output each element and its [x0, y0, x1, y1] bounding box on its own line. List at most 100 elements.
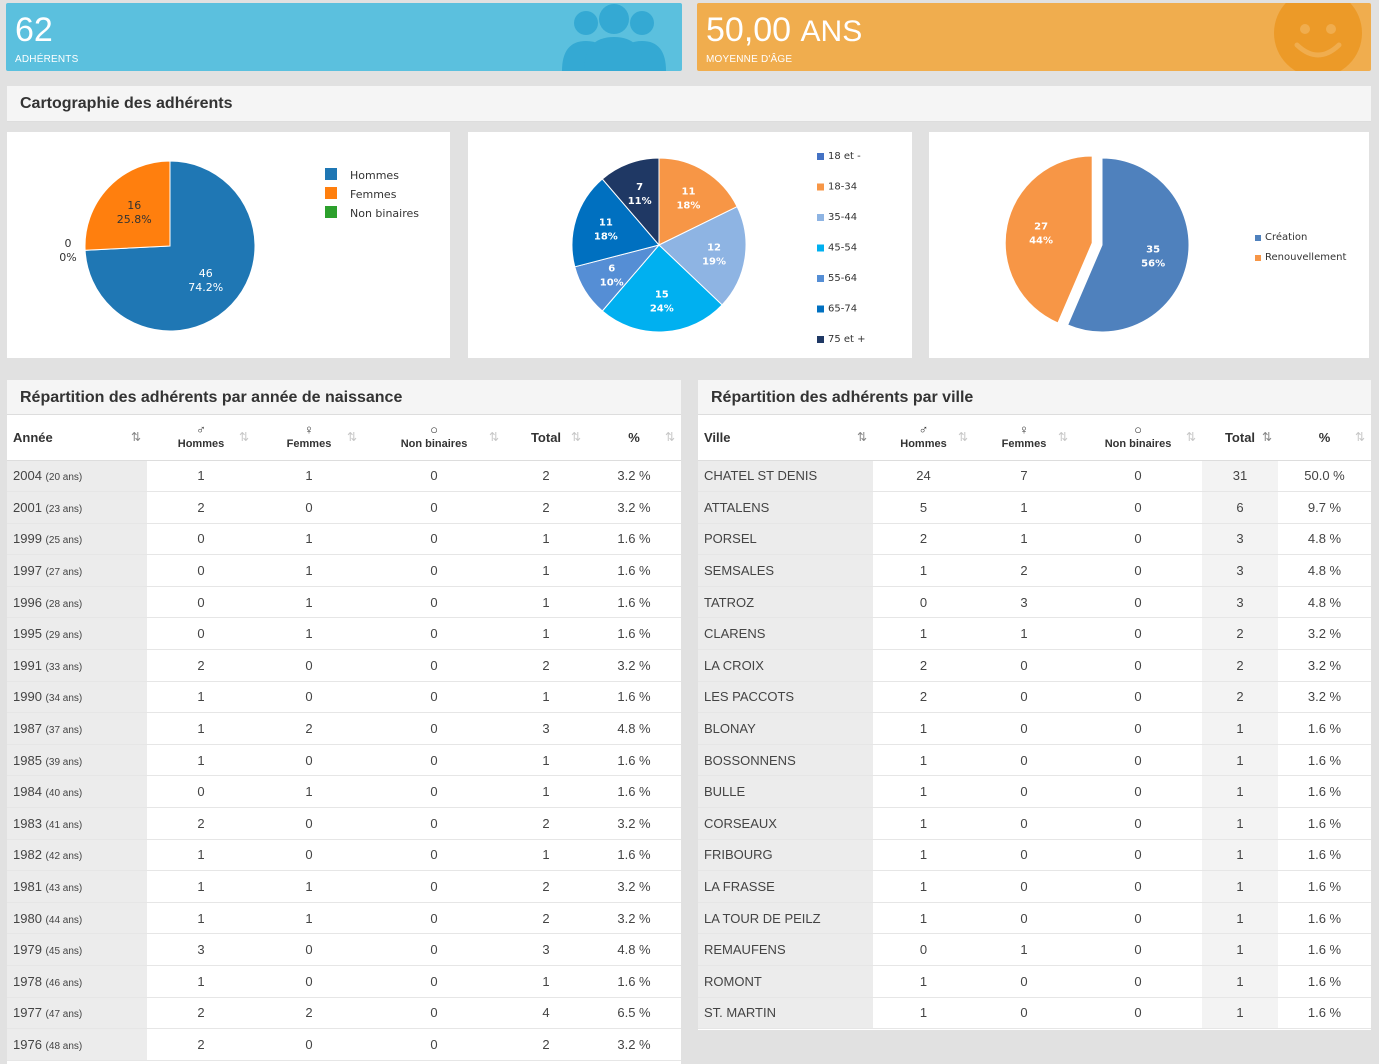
women-cell: 1 [974, 523, 1074, 556]
men-cell: 1 [147, 839, 255, 872]
men-cell: 1 [873, 807, 974, 840]
men-cell: 24 [873, 460, 974, 493]
men-cell: 1 [147, 870, 255, 903]
men-cell: 2 [147, 649, 255, 682]
year-table-header: Répartition des adhérents par année de n… [7, 380, 681, 415]
city-cell: ATTALENS [698, 491, 873, 524]
women-cell: 0 [255, 965, 363, 998]
women-cell: 2 [974, 554, 1074, 587]
women-cell: 1 [255, 586, 363, 619]
women-cell: 3 [974, 586, 1074, 619]
col-year[interactable]: Année ⇅ [7, 415, 147, 461]
pie-slice-renouvellement[interactable] [1004, 155, 1093, 324]
total-cell: 1 [505, 839, 587, 872]
total-cell: 3 [1202, 586, 1278, 619]
col-city[interactable]: Ville ⇅ [698, 415, 873, 461]
col-nb[interactable]: ○ Non binaires ⇅ [1074, 415, 1202, 461]
city-table: Ville ⇅ ♂ Hommes ⇅ ♀ Femmes ⇅ ○ Non binaires ⇅ … [698, 415, 1371, 1030]
legend-swatch [817, 305, 824, 313]
pct-cell: 4.8 % [587, 933, 681, 966]
table-row: TATROZ 0 3 0 3 4.8 % [698, 586, 1371, 619]
men-cell: 1 [147, 965, 255, 998]
total-cell: 1 [1202, 997, 1278, 1030]
slice-label: 15 [655, 290, 669, 301]
men-cell: 1 [873, 617, 974, 651]
year-cell: 1983 (41 ans) [7, 807, 147, 840]
col-women[interactable]: ♀ Femmes ⇅ [255, 415, 363, 461]
col-total[interactable]: Total ⇅ [505, 415, 587, 461]
nb-cell: 0 [363, 839, 505, 872]
age-average: 50,00 ANS [706, 11, 863, 49]
slice-label: 46 [199, 267, 213, 280]
year-table: Année ⇅ ♂ Hommes ⇅ ♀ Femmes ⇅ ○ Non binaires ⇅ … [7, 415, 681, 1061]
men-cell: 1 [147, 712, 255, 745]
nb-cell: 0 [1074, 744, 1202, 777]
nb-cell: 0 [363, 554, 505, 587]
nb-cell: 0 [1074, 902, 1202, 935]
pie-slice-65-74[interactable] [571, 178, 660, 268]
year-table-title: Répartition des adhérents par année de n… [20, 389, 403, 406]
sort-icon: ⇅ [238, 430, 249, 444]
pct-cell: 1.6 % [587, 744, 681, 777]
nb-cell: 0 [1074, 586, 1202, 619]
pct-cell: 6.5 % [587, 997, 681, 1030]
men-cell: 1 [147, 460, 255, 493]
pct-cell: 1.6 % [1278, 965, 1371, 998]
total-cell: 31 [1202, 460, 1278, 493]
slice-label: 16 [127, 199, 141, 212]
year-cell: 2001 (23 ans) [7, 491, 147, 524]
table-row: 1987 (37 ans) 1 2 0 3 4.8 % [7, 712, 681, 745]
total-cell: 1 [505, 617, 587, 651]
pie-slice-75-et-[interactable] [601, 157, 660, 247]
men-cell: 1 [873, 712, 974, 745]
year-cell: 1980 (44 ans) [7, 902, 147, 935]
col-women[interactable]: ♀ Femmes ⇅ [974, 415, 1074, 461]
year-cell: 1990 (34 ans) [7, 681, 147, 714]
women-cell: 0 [255, 649, 363, 682]
pct-cell: 1.6 % [587, 775, 681, 809]
nb-cell: 0 [363, 997, 505, 1030]
city-cell: LA CROIX [698, 649, 873, 682]
col-men[interactable]: ♂ Hommes ⇅ [147, 415, 255, 461]
city-cell: REMAUFENS [698, 933, 873, 966]
pct-cell: 3.2 % [587, 491, 681, 524]
men-cell: 1 [873, 839, 974, 872]
men-cell: 1 [873, 554, 974, 587]
legend-label: Femmes [350, 188, 397, 201]
legend-swatch [817, 153, 824, 160]
pie-slice-18-34[interactable] [658, 157, 738, 246]
legend-swatch [1255, 235, 1261, 241]
legend-swatch [817, 336, 824, 343]
sort-icon: ⇅ [1354, 430, 1365, 444]
membership-type-chart: 35 56% 27 44% Création Renouvellement [929, 132, 1369, 358]
table-row: 1999 (25 ans) 0 1 0 1 1.6 % [7, 523, 681, 556]
total-cell: 1 [1202, 775, 1278, 809]
col-pct[interactable]: % ⇅ [1278, 415, 1371, 461]
nb-cell: 0 [363, 807, 505, 840]
legend-label: 65-74 [828, 304, 857, 315]
pie-slice-35-44[interactable] [658, 206, 747, 306]
pie-slice-femmes[interactable] [84, 160, 171, 251]
table-row: LA FRASSE 1 0 0 1 1.6 % [698, 870, 1371, 903]
legend-label: Renouvellement [1265, 252, 1346, 263]
nb-cell: 0 [1074, 617, 1202, 651]
pct-cell: 3.2 % [1278, 681, 1371, 714]
men-cell: 1 [873, 744, 974, 777]
table-row: ATTALENS 5 1 0 6 9.7 % [698, 491, 1371, 524]
pie-slice-45-54[interactable] [601, 244, 723, 333]
city-cell: LES PACCOTS [698, 681, 873, 714]
table-row: 1985 (39 ans) 1 0 0 1 1.6 % [7, 744, 681, 777]
pct-cell: 1.6 % [1278, 775, 1371, 809]
col-total[interactable]: Total ⇅ [1202, 415, 1278, 461]
col-men[interactable]: ♂ Hommes ⇅ [873, 415, 974, 461]
legend-label: 18-34 [828, 182, 857, 193]
men-cell: 2 [147, 807, 255, 840]
col-nb[interactable]: ○ Non binaires ⇅ [363, 415, 505, 461]
pct-cell: 4.8 % [1278, 554, 1371, 587]
slice-label: 11 [599, 217, 613, 228]
sort-icon: ⇅ [856, 430, 867, 444]
pie-slice-cr-ation[interactable] [1067, 157, 1190, 333]
col-pct[interactable]: % ⇅ [587, 415, 681, 461]
legend-label: Création [1265, 231, 1307, 243]
total-cell: 1 [1202, 744, 1278, 777]
